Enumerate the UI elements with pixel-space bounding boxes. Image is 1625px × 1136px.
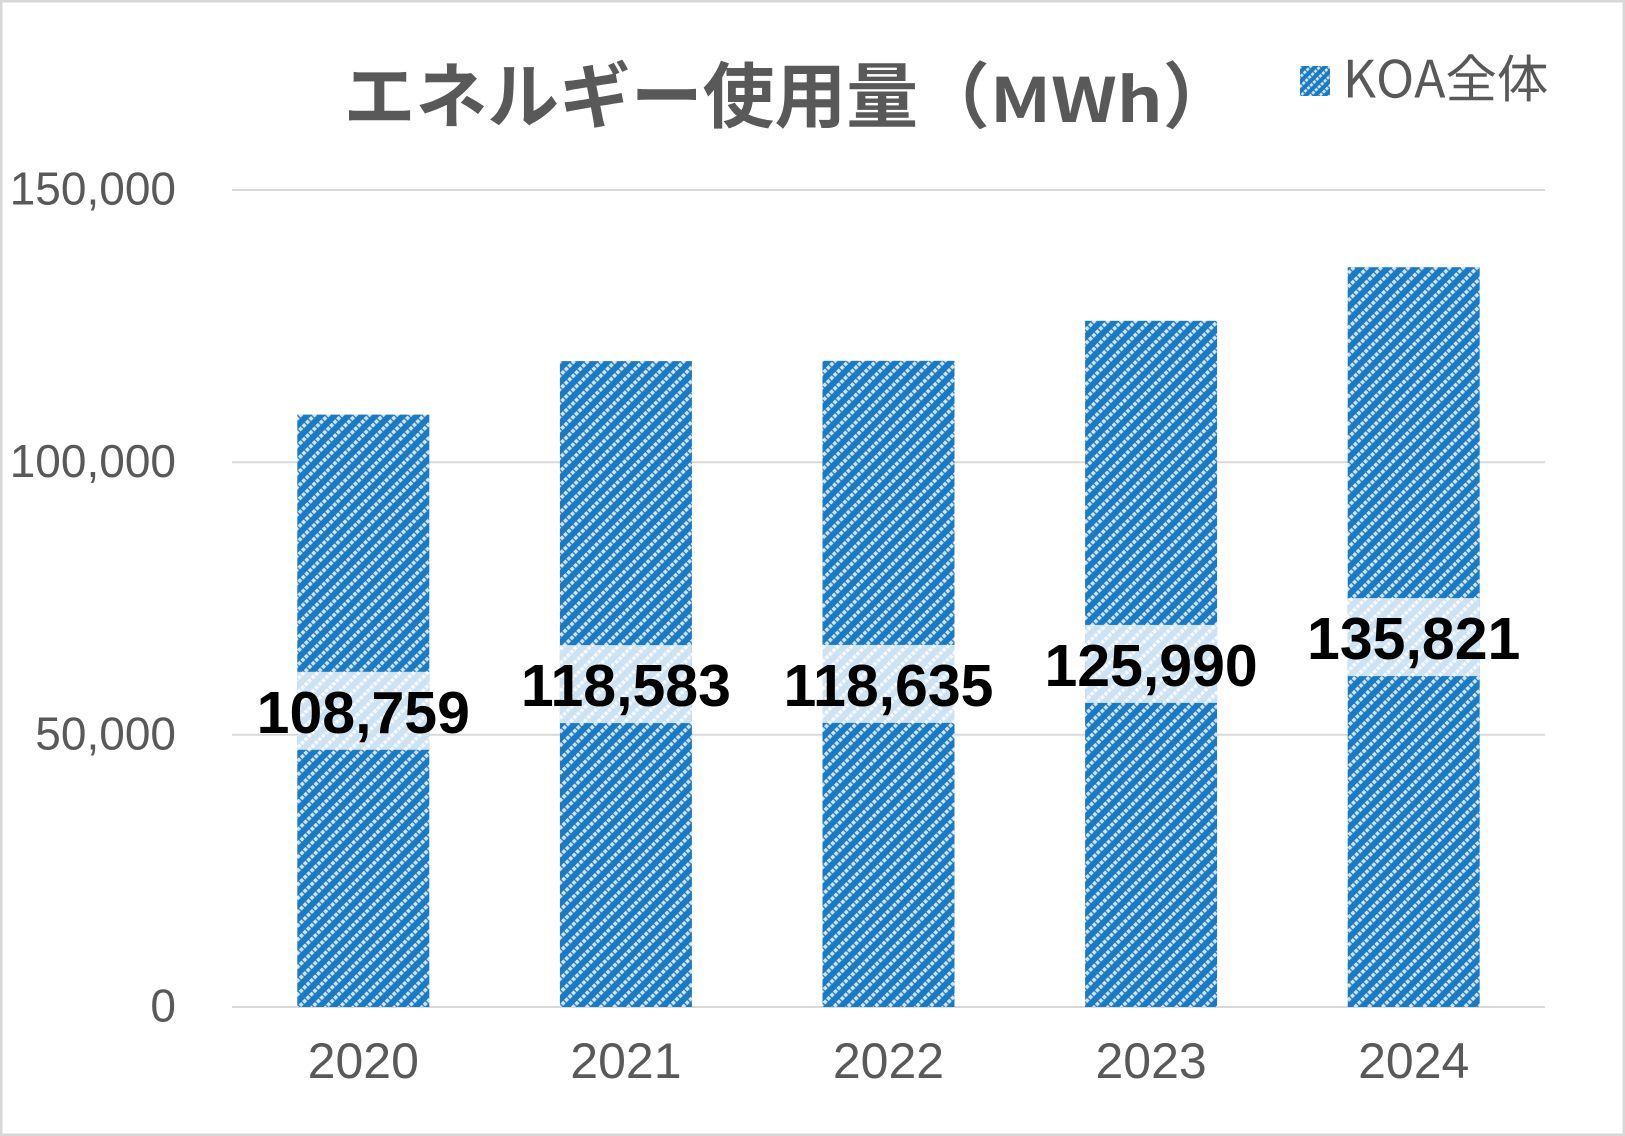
svg-text:135,821: 135,821: [1307, 606, 1520, 672]
svg-text:2024: 2024: [1358, 1033, 1469, 1089]
svg-text:2023: 2023: [1095, 1033, 1206, 1089]
svg-text:0: 0: [150, 980, 176, 1032]
svg-text:118,583: 118,583: [521, 653, 731, 719]
svg-text:2021: 2021: [570, 1033, 681, 1089]
svg-text:2022: 2022: [833, 1033, 944, 1089]
svg-text:125,990: 125,990: [1044, 633, 1257, 699]
svg-text:2020: 2020: [308, 1033, 419, 1089]
svg-text:150,000: 150,000: [10, 163, 176, 215]
svg-text:50,000: 50,000: [35, 707, 176, 759]
svg-text:118,635: 118,635: [783, 653, 993, 719]
svg-text:100,000: 100,000: [10, 435, 176, 487]
svg-text:108,759: 108,759: [257, 680, 470, 746]
